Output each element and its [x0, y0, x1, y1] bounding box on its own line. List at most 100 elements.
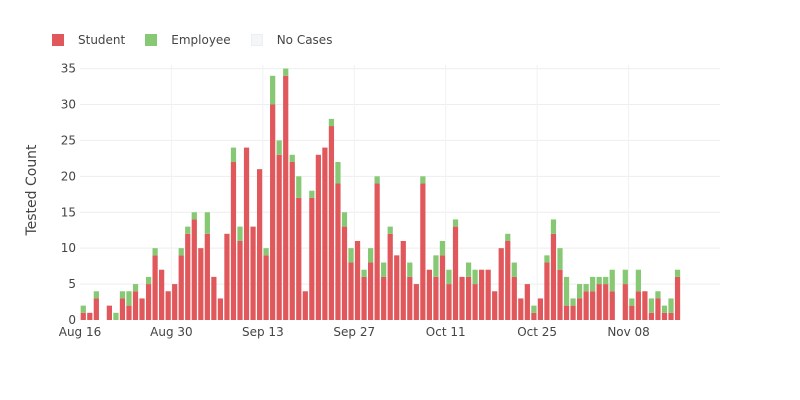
- bar-employee: [126, 291, 132, 306]
- bar-student: [106, 305, 112, 320]
- bar-student: [276, 154, 282, 320]
- bar-student: [132, 291, 139, 320]
- y-tick-label: 30: [61, 98, 76, 112]
- bar-student: [563, 305, 570, 320]
- bars: [80, 68, 681, 320]
- bar-student: [472, 284, 478, 320]
- bar-employee: [629, 298, 635, 306]
- bar-student: [511, 276, 517, 320]
- bar-employee: [270, 75, 276, 105]
- x-tick-label: Sep 13: [242, 325, 284, 339]
- bar-student: [420, 183, 426, 320]
- bar-employee: [648, 298, 655, 313]
- bar-employee: [296, 176, 302, 198]
- bar-employee: [113, 312, 119, 320]
- bar-employee: [276, 140, 282, 155]
- bar-student: [505, 240, 511, 320]
- bar-student: [198, 248, 204, 320]
- bar-student: [452, 226, 459, 320]
- bar-student: [256, 169, 263, 320]
- legend-item-student[interactable]: Student: [52, 33, 125, 47]
- bar-employee: [590, 276, 596, 292]
- legend-swatch-employee: [145, 34, 158, 46]
- bar-student: [243, 147, 250, 320]
- bar-student: [328, 126, 335, 320]
- bar-student: [145, 284, 152, 320]
- bar-student: [524, 284, 530, 320]
- bar-student: [596, 284, 602, 320]
- bar-student: [570, 305, 576, 320]
- legend-label-student: Student: [78, 33, 126, 47]
- bar-student: [655, 298, 661, 320]
- legend-label-employee: Employee: [171, 33, 231, 47]
- bar-employee: [230, 147, 237, 162]
- bar-student: [576, 298, 583, 320]
- bar-student: [674, 276, 681, 320]
- bar-employee: [622, 269, 628, 285]
- bar-student: [250, 226, 256, 320]
- bar-employee: [93, 291, 99, 299]
- bar-student: [459, 276, 465, 320]
- bar-student: [309, 197, 315, 320]
- bar-student: [165, 291, 171, 320]
- bar-student: [348, 262, 354, 320]
- bar-student: [550, 233, 557, 320]
- bar-employee: [361, 269, 367, 277]
- bar-employee: [387, 226, 393, 234]
- bar-student: [80, 312, 86, 320]
- legend: Student Employee No Cases: [52, 33, 352, 47]
- bar-student: [622, 284, 628, 320]
- bar-student: [537, 298, 544, 320]
- bar-employee: [185, 226, 191, 234]
- bar-student: [479, 269, 485, 320]
- bar-employee: [204, 212, 210, 234]
- bar-student: [354, 240, 361, 320]
- bar-student: [152, 255, 158, 320]
- bar-employee: [655, 291, 661, 299]
- bar-student: [159, 269, 165, 320]
- legend-swatch-student: [52, 34, 64, 46]
- legend-item-employee[interactable]: Employee: [145, 33, 231, 47]
- legend-swatch-no-cases: [250, 34, 263, 46]
- bar-student: [446, 284, 452, 320]
- bar-student: [629, 305, 635, 320]
- bar-employee: [635, 269, 641, 292]
- bar-student: [668, 312, 674, 320]
- bar-employee: [544, 255, 550, 263]
- bar-student: [387, 233, 393, 320]
- y-axis-ticks: 0 5 10 15 20 25 30 35: [61, 62, 76, 327]
- bar-student: [185, 233, 191, 320]
- bar-student: [465, 276, 472, 320]
- x-tick-label: Aug 30: [150, 325, 193, 339]
- bar-employee: [309, 190, 315, 198]
- y-tick-label: 20: [61, 169, 76, 183]
- bar-student: [93, 298, 99, 320]
- bar-employee: [609, 269, 615, 292]
- bar-employee: [420, 176, 426, 184]
- bar-employee: [668, 298, 674, 313]
- bar-student: [237, 240, 243, 320]
- bar-employee: [407, 262, 413, 277]
- bar-student: [322, 147, 328, 320]
- x-tick-label: Aug 16: [59, 325, 102, 339]
- bar-student: [283, 75, 289, 320]
- bar-student: [270, 104, 276, 320]
- legend-item-no-cases[interactable]: No Cases: [250, 33, 333, 47]
- bar-employee: [335, 161, 341, 184]
- bar-employee: [576, 284, 583, 299]
- bar-employee: [661, 305, 668, 313]
- y-tick-label: 0: [68, 313, 76, 327]
- x-tick-label: Oct 11: [426, 325, 466, 339]
- y-tick-label: 5: [68, 277, 76, 291]
- bar-employee: [368, 248, 374, 263]
- bar-student: [394, 255, 400, 320]
- bar-employee: [465, 262, 472, 277]
- bar-employee: [596, 276, 602, 285]
- bar-student: [126, 305, 132, 320]
- bar-employee: [80, 305, 86, 313]
- legend-label-no-cases: No Cases: [276, 33, 333, 47]
- bar-student: [583, 291, 589, 320]
- bar-employee: [381, 262, 387, 277]
- y-tick-label: 25: [61, 133, 76, 147]
